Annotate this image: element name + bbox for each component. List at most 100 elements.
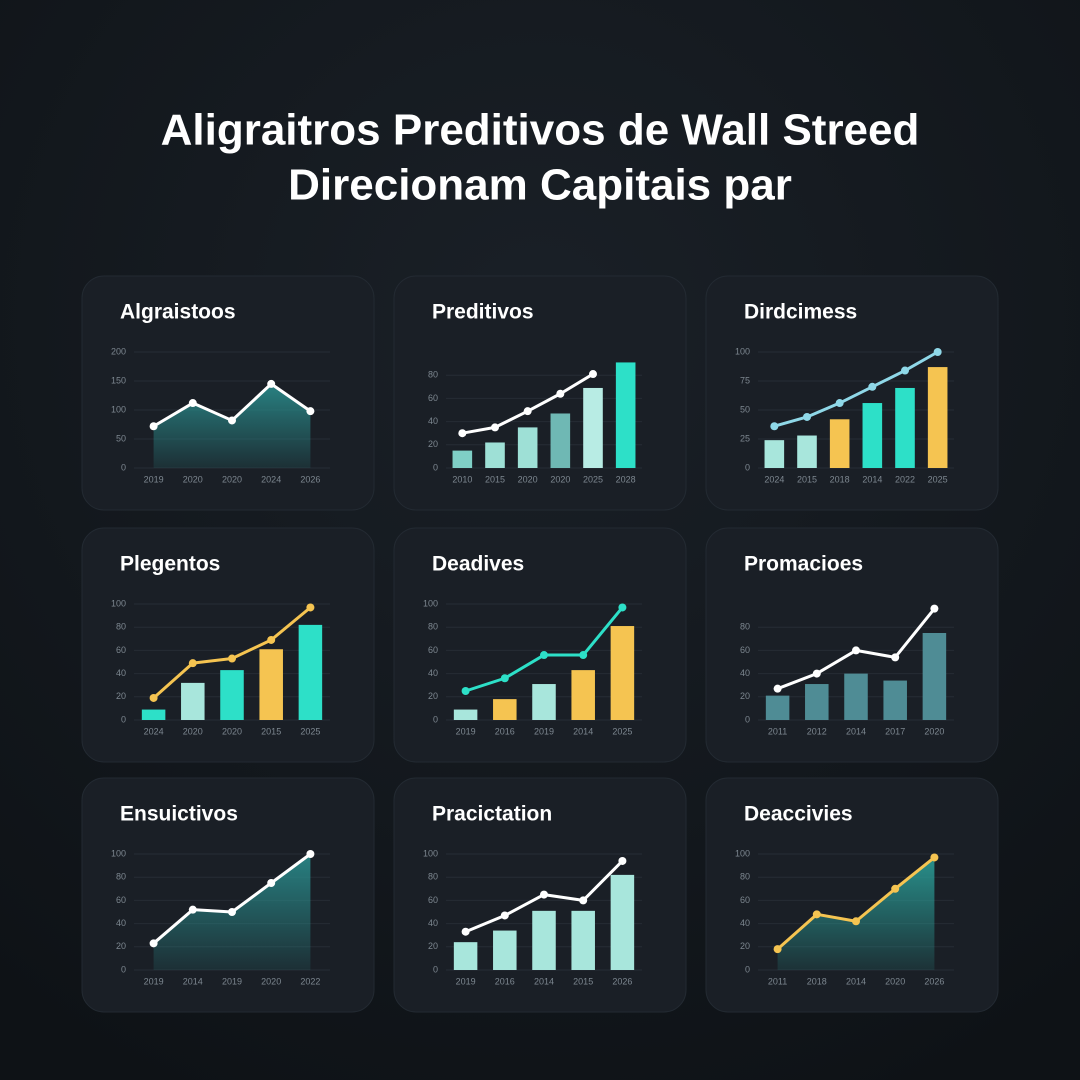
point bbox=[770, 422, 779, 431]
bar bbox=[141, 709, 166, 720]
chart-card: Deaccivies 0 20 40 60 80 100 2011 2018 2014 2020 20… bbox=[705, 777, 999, 1013]
chart-card: Pracictation 0 20 40 60 80 100 2019 2016 2014 2015… bbox=[393, 777, 687, 1013]
area bbox=[777, 857, 935, 970]
bar bbox=[517, 427, 538, 468]
bar bbox=[610, 626, 635, 720]
x-tick-label: 2020 bbox=[183, 474, 203, 484]
y-tick-label: 150 bbox=[111, 375, 126, 385]
point bbox=[812, 910, 821, 919]
y-tick-label: 80 bbox=[428, 622, 438, 632]
bar bbox=[493, 930, 517, 970]
bar bbox=[493, 699, 517, 720]
x-tick-label: 2014 bbox=[534, 976, 554, 986]
y-tick-label: 0 bbox=[121, 462, 126, 472]
x-tick-label: 2025 bbox=[612, 726, 632, 736]
y-tick-label: 100 bbox=[111, 598, 126, 608]
x-tick-label: 2014 bbox=[862, 474, 882, 484]
point bbox=[523, 407, 532, 416]
x-tick-label: 2019 bbox=[144, 474, 164, 484]
y-tick-label: 0 bbox=[433, 462, 438, 472]
bar bbox=[181, 682, 205, 720]
y-tick-label: 40 bbox=[428, 918, 438, 928]
point bbox=[930, 604, 939, 613]
bar bbox=[862, 403, 883, 468]
x-tick-label: 2025 bbox=[928, 474, 948, 484]
point bbox=[500, 911, 509, 920]
point bbox=[773, 945, 782, 954]
y-tick-label: 100 bbox=[735, 346, 750, 356]
point bbox=[852, 646, 860, 655]
point bbox=[618, 603, 627, 612]
point bbox=[188, 905, 197, 914]
bar bbox=[765, 695, 790, 720]
chart-title: Ensuictivos bbox=[120, 803, 238, 826]
point bbox=[267, 635, 276, 644]
bar bbox=[895, 387, 915, 468]
point bbox=[773, 684, 782, 693]
point bbox=[228, 416, 236, 425]
y-tick-label: 20 bbox=[116, 691, 126, 701]
bar bbox=[829, 419, 850, 468]
bar bbox=[532, 684, 556, 720]
bar bbox=[453, 942, 478, 970]
x-tick-label: 2011 bbox=[768, 976, 787, 986]
point bbox=[149, 693, 158, 702]
y-tick-label: 80 bbox=[116, 622, 126, 632]
x-tick-label: 2015 bbox=[261, 726, 281, 736]
y-tick-label: 0 bbox=[745, 714, 750, 724]
y-tick-label: 40 bbox=[116, 918, 126, 928]
y-tick-label: 60 bbox=[116, 895, 126, 905]
chart-card: Ensuictivos 0 20 40 60 80 100 2019 2014 2019 2020 2… bbox=[81, 777, 375, 1013]
bar bbox=[298, 624, 323, 720]
x-tick-label: 2016 bbox=[495, 726, 515, 736]
y-tick-label: 0 bbox=[433, 714, 438, 724]
point bbox=[868, 382, 877, 391]
x-tick-label: 2020 bbox=[183, 726, 203, 736]
y-tick-label: 0 bbox=[745, 462, 750, 472]
chart-title: Plegentos bbox=[120, 553, 220, 576]
bar bbox=[927, 367, 948, 468]
x-tick-label: 2020 bbox=[885, 976, 905, 986]
x-tick-label: 2017 bbox=[885, 726, 905, 736]
point bbox=[540, 651, 548, 660]
x-tick-label: 2020 bbox=[222, 726, 242, 736]
point bbox=[188, 659, 197, 668]
bar bbox=[532, 910, 556, 970]
y-tick-label: 0 bbox=[433, 964, 438, 974]
x-tick-label: 2020 bbox=[261, 976, 281, 986]
y-tick-label: 25 bbox=[740, 433, 750, 443]
x-tick-label: 2026 bbox=[612, 976, 632, 986]
chart-title: Deaccivies bbox=[744, 803, 853, 826]
y-tick-label: 60 bbox=[116, 645, 126, 655]
y-tick-label: 50 bbox=[740, 404, 750, 414]
point bbox=[188, 399, 197, 408]
y-tick-label: 80 bbox=[116, 872, 126, 882]
point bbox=[901, 366, 909, 375]
point bbox=[228, 908, 236, 916]
y-tick-label: 0 bbox=[745, 964, 750, 974]
bar bbox=[571, 910, 595, 970]
point bbox=[461, 687, 470, 695]
x-tick-label: 2011 bbox=[768, 726, 787, 736]
point bbox=[306, 407, 315, 416]
bar bbox=[922, 633, 947, 720]
bar bbox=[220, 670, 244, 720]
point bbox=[579, 651, 588, 660]
x-tick-label: 2018 bbox=[830, 474, 850, 484]
x-tick-label: 2012 bbox=[807, 726, 827, 736]
y-tick-label: 40 bbox=[428, 668, 438, 678]
chart-title: Pracictation bbox=[432, 803, 552, 826]
bar bbox=[259, 649, 283, 720]
x-tick-label: 2014 bbox=[846, 726, 866, 736]
point bbox=[267, 879, 276, 887]
x-tick-label: 2026 bbox=[300, 474, 320, 484]
point bbox=[306, 603, 315, 612]
point bbox=[803, 412, 811, 421]
point bbox=[933, 348, 942, 356]
chart-title: Dirdcimess bbox=[744, 301, 857, 324]
point bbox=[852, 917, 860, 926]
x-tick-label: 2024 bbox=[261, 474, 281, 484]
bar bbox=[797, 435, 817, 468]
x-tick-label: 2020 bbox=[550, 474, 570, 484]
